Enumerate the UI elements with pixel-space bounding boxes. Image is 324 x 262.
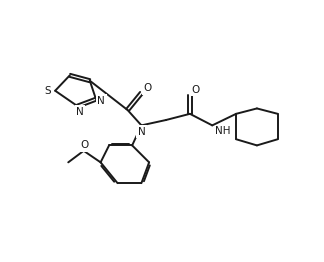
Text: S: S — [44, 86, 51, 96]
Text: O: O — [80, 140, 88, 150]
Text: N: N — [98, 96, 105, 106]
Text: O: O — [191, 85, 200, 95]
Text: O: O — [144, 83, 152, 94]
Text: N: N — [137, 127, 145, 137]
Text: NH: NH — [215, 126, 231, 136]
Text: N: N — [76, 107, 84, 117]
